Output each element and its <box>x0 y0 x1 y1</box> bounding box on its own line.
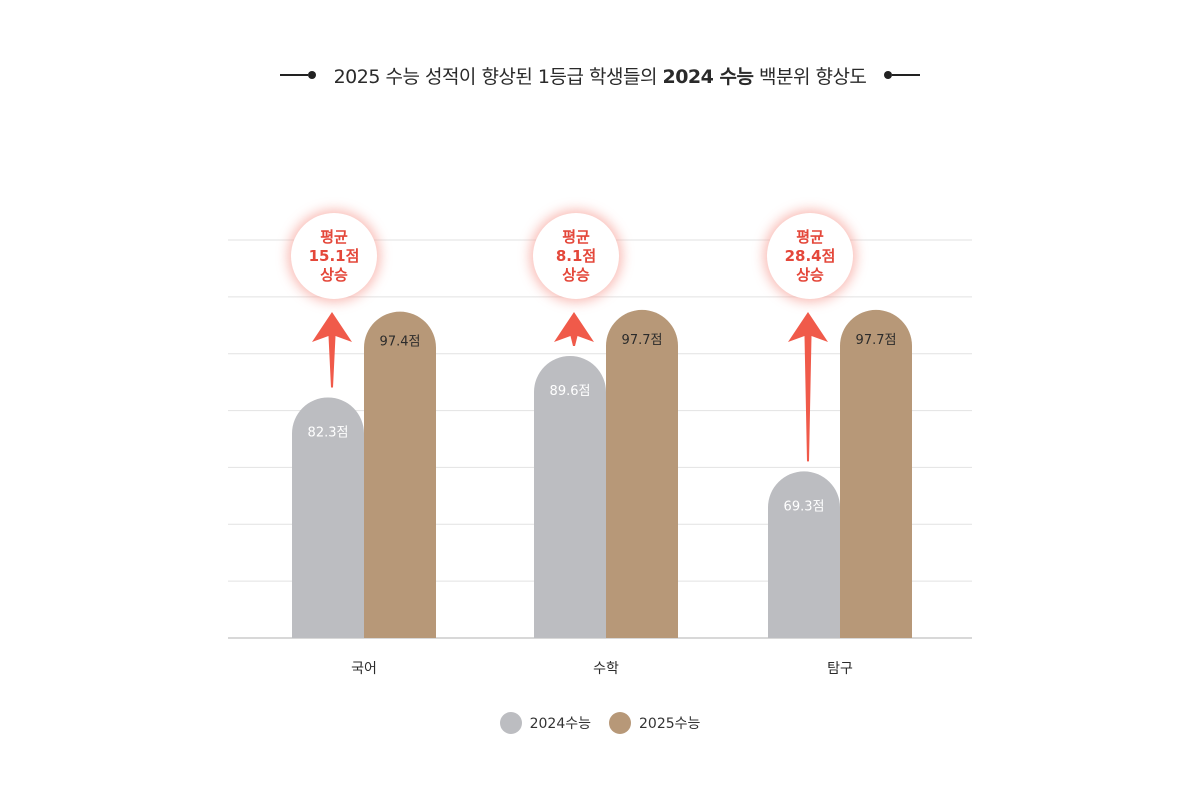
value-label-2024: 89.6점 <box>550 384 591 399</box>
legend-swatch-2025 <box>609 712 631 734</box>
badge-text-line: 평균 <box>562 228 590 246</box>
title-left-rule <box>279 74 308 76</box>
increase-arrow <box>312 312 352 388</box>
value-label-2025: 97.7점 <box>622 333 663 348</box>
bar-2024-3 <box>768 471 840 638</box>
title-left-dot <box>307 71 316 79</box>
chart-title: 2025 수능 성적이 향상된 1등급 학생들의 2024 수능 백분위 향상도 <box>0 60 1200 90</box>
arrows <box>288 210 856 462</box>
badge-circle <box>533 213 619 299</box>
title-emphasis: 2024 수능 <box>662 65 754 88</box>
labels: 97.4점82.3점국어평균15.1점상승97.7점89.6점수학평균8.1점상… <box>308 228 897 677</box>
increase-arrow <box>554 312 594 346</box>
value-label-2025: 97.7점 <box>856 333 897 348</box>
legend: 2024수능 2025수능 <box>0 712 1200 734</box>
category-label: 수학 <box>593 661 619 677</box>
badge-circle <box>291 213 377 299</box>
bars <box>292 309 912 638</box>
badge-text-line: 28.4점 <box>785 247 836 265</box>
value-label-2025: 97.4점 <box>380 335 421 350</box>
badge-text-line: 상승 <box>562 266 590 284</box>
category-label: 국어 <box>351 661 377 677</box>
badge-text-line: 상승 <box>320 266 348 284</box>
badge-text-line: 15.1점 <box>309 247 360 265</box>
badge-text-line: 상승 <box>796 266 824 284</box>
bar-2024-1 <box>292 397 364 638</box>
bar-2025-3 <box>840 309 912 638</box>
legend-label-2025: 2025수능 <box>639 716 701 732</box>
value-label-2024: 69.3점 <box>784 499 825 514</box>
increase-arrow <box>788 312 828 462</box>
bar-2025-2 <box>606 309 678 638</box>
legend-item-2025: 2025수능 <box>609 712 700 734</box>
badge-text-line: 평균 <box>796 228 824 246</box>
badge-circle <box>767 213 853 299</box>
bar-2024-2 <box>534 355 606 638</box>
legend-label-2024: 2024수능 <box>529 716 591 732</box>
title-suffix: 백분위 향상도 <box>753 65 867 88</box>
bar-chart: 97.4점82.3점국어평균15.1점상승97.7점89.6점수학평균8.1점상… <box>228 210 972 677</box>
category-label: 탐구 <box>827 661 853 677</box>
title-prefix: 2025 수능 성적이 향상된 1등급 학생들의 <box>333 65 663 88</box>
title-right-rule <box>892 74 921 76</box>
bar-2025-1 <box>364 311 436 638</box>
value-label-2024: 82.3점 <box>308 425 349 440</box>
badge-text-line: 8.1점 <box>556 247 596 265</box>
title-text: 2025 수능 성적이 향상된 1등급 학생들의 2024 수능 백분위 향상도 <box>334 62 867 89</box>
legend-swatch-2024 <box>499 712 522 734</box>
badge-text-line: 평균 <box>320 228 348 246</box>
title-right-dot <box>884 71 893 79</box>
legend-item-2024: 2024수능 <box>499 712 591 734</box>
